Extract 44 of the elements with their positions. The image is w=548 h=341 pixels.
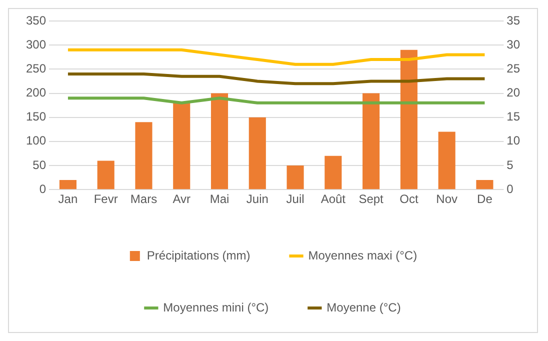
y2-tick-label: 10 <box>506 134 520 148</box>
x-tick-label: Fevr <box>94 192 118 206</box>
x-tick-label: Juin <box>246 192 268 206</box>
y-tick-label: 0 <box>39 182 46 196</box>
y2-tick-label: 35 <box>506 13 520 28</box>
y2-tick-label: 5 <box>506 158 514 172</box>
bar <box>362 93 380 190</box>
bar <box>286 166 304 190</box>
y2-tick-label: 0 <box>506 182 514 196</box>
legend-label: Moyennes maxi (°C) <box>308 248 418 262</box>
legend-label: Précipitations (mm) <box>146 248 250 262</box>
y-tick-label: 200 <box>26 86 46 100</box>
bar <box>400 50 418 190</box>
y-tick-label: 250 <box>26 61 46 76</box>
bar <box>248 117 266 190</box>
legend-label: Moyenne (°C) <box>326 300 401 314</box>
x-tick-label: Jan <box>58 192 78 206</box>
y-tick-label: 150 <box>26 110 46 124</box>
x-tick-label: Avr <box>172 192 191 206</box>
bar <box>210 93 228 190</box>
x-tick-label: Juil <box>286 192 304 206</box>
bar <box>476 180 494 190</box>
y-tick-label: 50 <box>32 158 46 172</box>
bar <box>324 156 342 190</box>
y-tick-label: 100 <box>26 134 46 148</box>
x-tick-label: De <box>477 192 493 206</box>
y2-tick-label: 30 <box>506 37 520 52</box>
x-tick-label: Mars <box>130 192 158 206</box>
y2-tick-label: 20 <box>506 86 520 100</box>
x-tick-label: Sept <box>358 192 384 206</box>
x-tick-label: Oct <box>400 192 419 206</box>
y2-tick-label: 25 <box>506 61 520 76</box>
bar <box>135 122 152 190</box>
x-tick-label: Mai <box>210 192 230 206</box>
bar <box>97 160 114 190</box>
bar <box>173 102 190 190</box>
bar <box>59 180 76 190</box>
y-tick-label: 300 <box>26 37 46 52</box>
bar <box>438 132 456 190</box>
x-tick-label: Nov <box>436 192 458 206</box>
legend-label: Moyennes mini (°C) <box>163 300 269 314</box>
y-tick-label: 350 <box>26 13 46 28</box>
x-tick-label: Août <box>320 192 346 206</box>
y2-tick-label: 15 <box>506 110 520 124</box>
